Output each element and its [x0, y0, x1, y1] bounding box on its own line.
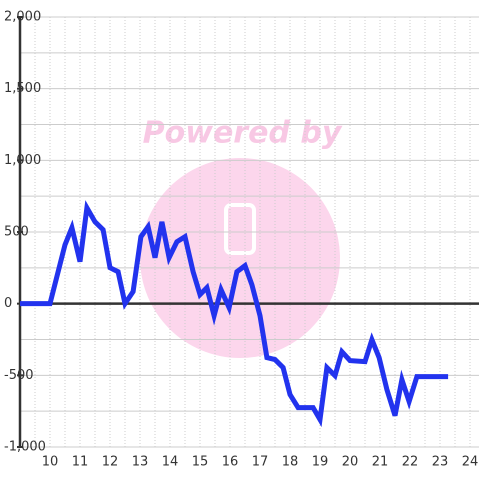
plot [20, 200, 449, 428]
x-tick-label: 22 [402, 455, 419, 470]
grid: 2,0001,5001,0005000-500-1,00010111213141… [4, 10, 479, 470]
x-tick-label: 13 [132, 455, 149, 470]
x-tick-label: 10 [42, 455, 59, 470]
x-tick-label: 11 [72, 455, 89, 470]
x-tick-label: 17 [252, 455, 269, 470]
x-tick-label: 14 [162, 455, 179, 470]
y-tick-label: 500 [4, 225, 29, 240]
x-tick-label: 18 [282, 455, 299, 470]
y-tick-label: 1,500 [4, 81, 41, 96]
x-tick-label: 21 [372, 455, 389, 470]
x-tick-label: 19 [312, 455, 329, 470]
y-tick-label: -1,000 [4, 440, 46, 455]
watermark-icon [224, 203, 256, 255]
line [20, 200, 449, 428]
y-tick-label: 1,000 [4, 153, 41, 168]
x-tick-label: 24 [462, 455, 479, 470]
watermark-text: Powered by [143, 116, 343, 151]
y-tick-label: 2,000 [4, 10, 41, 25]
x-tick-label: 16 [222, 455, 239, 470]
x-tick-label: 20 [342, 455, 359, 470]
x-tick-label: 12 [102, 455, 119, 470]
x-tick-label: 15 [192, 455, 209, 470]
y-tick-label: 0 [4, 296, 12, 311]
x-tick-label: 23 [432, 455, 449, 470]
